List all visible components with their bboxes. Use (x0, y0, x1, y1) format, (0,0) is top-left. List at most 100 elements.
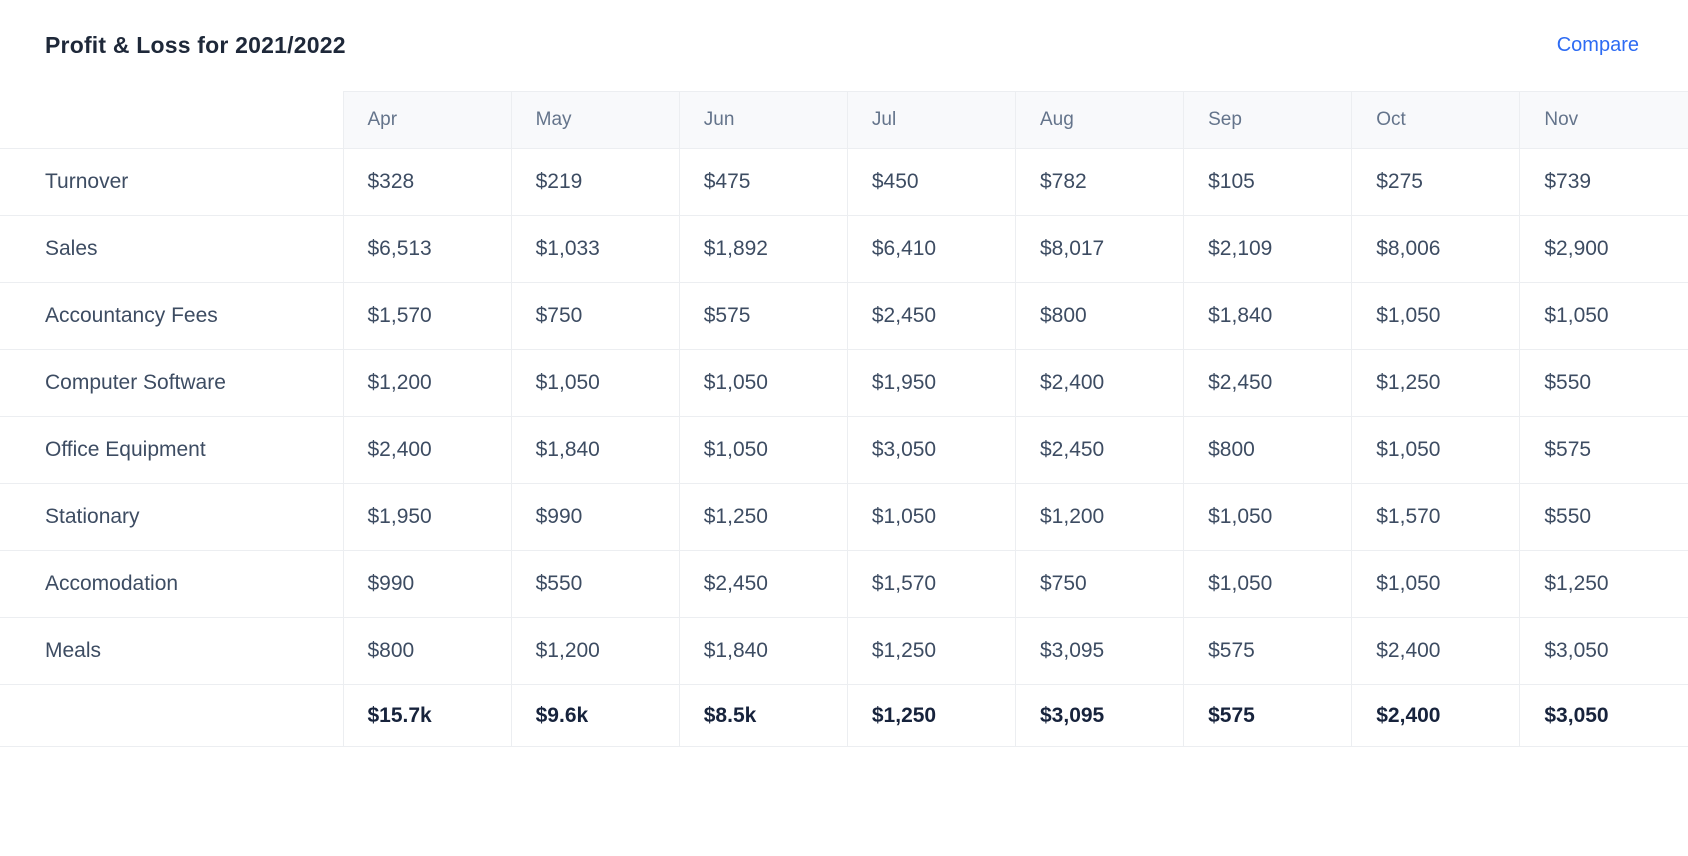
month-header-oct: Oct (1351, 91, 1520, 149)
value-cell: $2,450 (846, 282, 1016, 350)
total-value-cell: $8.5k (678, 684, 848, 747)
total-value-cell: $15.7k (342, 684, 512, 747)
value-cell: $1,050 (678, 349, 848, 417)
row-label: Stationary (0, 483, 343, 551)
page-title: Profit & Loss for 2021/2022 (45, 32, 346, 58)
value-cell: $550 (1519, 483, 1688, 551)
total-value-cell: $2,400 (1351, 684, 1520, 747)
value-cell: $1,250 (1519, 550, 1688, 618)
total-value-cell: $3,095 (1014, 684, 1184, 747)
value-cell: $1,950 (846, 349, 1016, 417)
value-cell: $575 (1183, 617, 1352, 685)
value-cell: $475 (678, 148, 848, 216)
value-cell: $2,400 (1014, 349, 1184, 417)
value-cell: $8,006 (1351, 215, 1520, 283)
value-cell: $328 (342, 148, 512, 216)
table-row: Computer Software $1,200 $1,050 $1,050 $1,95… (0, 349, 1688, 417)
value-cell: $1,050 (1351, 416, 1520, 484)
value-cell: $3,050 (846, 416, 1016, 484)
row-label: Meals (0, 617, 343, 685)
table-row: Meals $800 $1,200 $1,840 $1,250 $3,095 $575 $2,… (0, 617, 1688, 685)
profit-loss-table: Apr May Jun Jul Aug Sep Oct Nov Turnover $328 $21… (0, 91, 1688, 747)
value-cell: $8,017 (1014, 215, 1184, 283)
month-header-apr: Apr (342, 91, 512, 149)
table-header: Apr May Jun Jul Aug Sep Oct Nov (0, 91, 1688, 149)
value-cell: $2,450 (1014, 416, 1184, 484)
value-cell: $1,570 (1351, 483, 1520, 551)
table-row: Turnover $328 $219 $475 $450 $782 $105 $275 $739 (0, 148, 1688, 216)
value-cell: $800 (1183, 416, 1352, 484)
value-cell: $750 (510, 282, 680, 350)
value-cell: $2,900 (1519, 215, 1688, 283)
value-cell: $2,109 (1183, 215, 1352, 283)
table-body: Turnover $328 $219 $475 $450 $782 $105 $275 $739… (0, 148, 1688, 747)
value-cell: $782 (1014, 148, 1184, 216)
value-cell: $1,050 (1351, 550, 1520, 618)
value-cell: $1,570 (342, 282, 512, 350)
row-label: Accomodation (0, 550, 343, 618)
value-cell: $1,050 (510, 349, 680, 417)
value-cell: $1,892 (678, 215, 848, 283)
value-cell: $1,050 (678, 416, 848, 484)
month-header-may: May (510, 91, 680, 149)
total-value-cell: $575 (1183, 684, 1352, 747)
value-cell: $1,840 (1183, 282, 1352, 350)
total-value-cell: $3,050 (1519, 684, 1688, 747)
value-cell: $1,250 (1351, 349, 1520, 417)
row-label-header (0, 91, 343, 149)
row-label: Accountancy Fees (0, 282, 343, 350)
table-row: Accountancy Fees $1,570 $750 $575 $2,450 $800… (0, 282, 1688, 350)
value-cell: $575 (1519, 416, 1688, 484)
value-cell: $575 (678, 282, 848, 350)
row-label: Computer Software (0, 349, 343, 417)
value-cell: $2,400 (1351, 617, 1520, 685)
value-cell: $6,410 (846, 215, 1016, 283)
month-header-nov: Nov (1519, 91, 1688, 149)
value-cell: $6,513 (342, 215, 512, 283)
value-cell: $1,200 (342, 349, 512, 417)
value-cell: $1,250 (678, 483, 848, 551)
value-cell: $1,250 (846, 617, 1016, 685)
value-cell: $1,840 (510, 416, 680, 484)
value-cell: $1,950 (342, 483, 512, 551)
value-cell: $275 (1351, 148, 1520, 216)
month-header-row: Apr May Jun Jul Aug Sep Oct Nov (0, 91, 1688, 149)
value-cell: $550 (510, 550, 680, 618)
row-label: Office Equipment (0, 416, 343, 484)
value-cell: $990 (342, 550, 512, 618)
row-label: Sales (0, 215, 343, 283)
month-header-aug: Aug (1014, 91, 1184, 149)
topbar: Profit & Loss for 2021/2022 Compare (0, 0, 1688, 91)
month-header-sep: Sep (1183, 91, 1352, 149)
table-row: Accomodation $990 $550 $2,450 $1,570 $750 $1,0… (0, 550, 1688, 618)
table-row: Office Equipment $2,400 $1,840 $1,050 $3,050… (0, 416, 1688, 484)
value-cell: $1,200 (1014, 483, 1184, 551)
month-header-jun: Jun (678, 91, 848, 149)
value-cell: $1,570 (846, 550, 1016, 618)
value-cell: $1,050 (1183, 550, 1352, 618)
value-cell: $219 (510, 148, 680, 216)
value-cell: $105 (1183, 148, 1352, 216)
value-cell: $450 (846, 148, 1016, 216)
compare-link[interactable]: Compare (1556, 34, 1639, 56)
table-row: Sales $6,513 $1,033 $1,892 $6,410 $8,017 $2,10… (0, 215, 1688, 283)
value-cell: $1,050 (1519, 282, 1688, 350)
value-cell: $1,050 (1351, 282, 1520, 350)
value-cell: $2,450 (678, 550, 848, 618)
value-cell: $800 (342, 617, 512, 685)
total-value-cell: $1,250 (846, 684, 1016, 747)
value-cell: $990 (510, 483, 680, 551)
month-header-jul: Jul (846, 91, 1016, 149)
value-cell: $2,400 (342, 416, 512, 484)
row-label: Turnover (0, 148, 343, 216)
totals-row: $15.7k $9.6k $8.5k $1,250 $3,095 $575 $2,400 $3… (0, 684, 1688, 747)
value-cell: $3,095 (1014, 617, 1184, 685)
value-cell: $1,840 (678, 617, 848, 685)
value-cell: $550 (1519, 349, 1688, 417)
table-row: Stationary $1,950 $990 $1,250 $1,050 $1,200 $1… (0, 483, 1688, 551)
value-cell: $1,200 (510, 617, 680, 685)
value-cell: $739 (1519, 148, 1688, 216)
total-value-cell: $9.6k (510, 684, 680, 747)
value-cell: $1,050 (1183, 483, 1352, 551)
